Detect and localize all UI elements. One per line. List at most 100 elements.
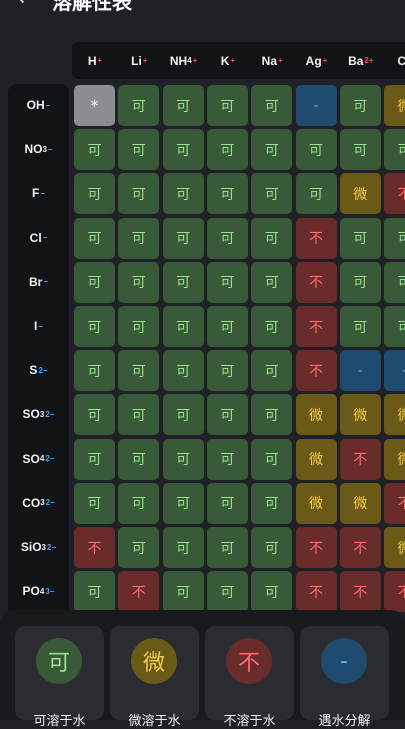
solubility-cell[interactable]: 可 (206, 482, 248, 524)
solubility-cell[interactable]: 可 (206, 306, 248, 347)
solubility-cell[interactable]: 可 (251, 350, 293, 392)
legend-card[interactable]: 微微溶于水 (110, 626, 199, 729)
solubility-cell[interactable]: 可 (384, 261, 405, 303)
solubility-cell[interactable]: 可 (206, 350, 248, 392)
solubility-cell[interactable]: 可 (251, 173, 293, 215)
solubility-cell[interactable]: 可 (162, 527, 204, 568)
solubility-cell[interactable]: - (295, 85, 337, 126)
solubility-cell[interactable]: 可 (162, 261, 204, 303)
solubility-cell[interactable]: 不 (295, 350, 337, 392)
solubility-cell[interactable]: 不 (339, 571, 381, 613)
anion-header-s[interactable]: S 2− (29, 363, 48, 378)
solubility-cell[interactable]: 可 (339, 306, 381, 347)
solubility-cell[interactable]: 可 (74, 217, 115, 259)
solubility-cell[interactable]: 微 (384, 438, 405, 480)
solubility-cell[interactable]: 可 (339, 217, 381, 259)
solubility-cell[interactable]: 可 (74, 438, 115, 480)
cation-header-na[interactable]: Na + (261, 53, 283, 68)
solubility-cell[interactable]: 可 (295, 129, 337, 171)
solubility-cell[interactable]: 可 (251, 217, 293, 259)
arrow-left-icon[interactable]: ← (18, 0, 35, 10)
solubility-cell[interactable]: 不 (295, 527, 337, 568)
solubility-cell[interactable]: 可 (162, 217, 204, 259)
cation-header-h[interactable]: H + (87, 53, 103, 68)
anion-header-i[interactable]: I − (33, 319, 43, 333)
solubility-cell[interactable]: 可 (162, 85, 204, 126)
solubility-cell[interactable]: 可 (118, 261, 160, 303)
solubility-cell[interactable]: 可 (118, 217, 160, 259)
solubility-cell[interactable]: 微 (295, 394, 337, 436)
solubility-cell[interactable]: 可 (162, 173, 204, 215)
solubility-cell[interactable]: 可 (339, 261, 381, 303)
solubility-cell[interactable]: 可 (206, 217, 248, 259)
solubility-cell[interactable]: 可 (251, 571, 293, 613)
solubility-cell[interactable]: 不 (384, 482, 405, 524)
solubility-cell[interactable]: 可 (74, 129, 115, 171)
anion-header-co3[interactable]: CO 3 2− (22, 495, 55, 510)
cation-header-ca[interactable]: Ca (397, 53, 405, 68)
solubility-cell[interactable]: 可 (162, 129, 204, 171)
solubility-cell[interactable]: 可 (74, 482, 115, 524)
cation-header-ba[interactable]: Ba 2+ (348, 53, 374, 68)
solubility-cell[interactable]: 可 (118, 129, 160, 171)
solubility-cell[interactable]: 可 (206, 85, 248, 126)
solubility-cell[interactable]: 可 (295, 173, 337, 215)
solubility-cell[interactable]: 可 (118, 306, 160, 347)
solubility-cell[interactable]: 微 (295, 482, 337, 524)
anion-header-no3[interactable]: NO 3− (24, 142, 53, 157)
solubility-cell[interactable]: 不 (339, 438, 381, 480)
anion-header-br[interactable]: Br − (28, 274, 48, 289)
anion-header-oh[interactable]: OH − (26, 98, 51, 112)
solubility-cell[interactable]: 可 (118, 438, 160, 480)
solubility-cell[interactable]: 可 (384, 129, 405, 171)
solubility-cell[interactable]: 可 (74, 261, 115, 303)
solubility-cell[interactable]: 可 (74, 571, 115, 613)
solubility-cell[interactable]: 可 (118, 85, 160, 126)
solubility-cell[interactable]: 可 (206, 394, 248, 436)
cation-header-ag[interactable]: Ag + (305, 53, 328, 68)
anion-header-sio3[interactable]: SiO 3 2− (20, 540, 57, 554)
solubility-cell[interactable]: * (74, 85, 115, 126)
solubility-cell[interactable]: 不 (295, 571, 337, 613)
solubility-cell[interactable]: 可 (206, 527, 248, 568)
solubility-cell[interactable]: 可 (206, 571, 248, 613)
solubility-cell[interactable]: 不 (339, 527, 381, 568)
solubility-cell[interactable]: 可 (339, 129, 381, 171)
solubility-cell[interactable]: 可 (339, 85, 381, 126)
solubility-cell[interactable]: 可 (384, 306, 405, 347)
solubility-cell[interactable]: 微 (339, 394, 381, 436)
solubility-cell[interactable]: 可 (251, 85, 293, 126)
solubility-cell[interactable]: 微 (384, 394, 405, 436)
cation-header-nh4[interactable]: NH 4 + (169, 53, 198, 68)
solubility-cell[interactable]: 可 (206, 129, 248, 171)
solubility-cell[interactable]: 可 (74, 306, 115, 347)
solubility-cell[interactable]: 微 (384, 85, 405, 126)
solubility-cell[interactable]: 可 (162, 394, 204, 436)
solubility-cell[interactable]: 可 (251, 394, 293, 436)
anion-header-so4[interactable]: SO 4 2− (22, 451, 55, 466)
solubility-cell[interactable]: 可 (118, 350, 160, 392)
solubility-cell[interactable]: 可 (251, 482, 293, 524)
solubility-cell[interactable]: 可 (206, 173, 248, 215)
legend-card[interactable]: 可可溶于水 (15, 626, 104, 729)
solubility-cell[interactable]: 可 (251, 261, 293, 303)
solubility-cell[interactable]: 可 (162, 571, 204, 613)
legend-card[interactable]: - 遇水分解 (300, 626, 389, 729)
anion-header-f[interactable]: F − (31, 186, 45, 201)
solubility-cell[interactable]: 可 (251, 438, 293, 480)
solubility-cell[interactable]: 微 (339, 173, 381, 215)
solubility-cell[interactable]: 可 (162, 438, 204, 480)
solubility-cell[interactable]: 可 (206, 438, 248, 480)
solubility-cell[interactable]: 可 (251, 527, 293, 568)
solubility-cell[interactable]: 可 (74, 350, 115, 392)
solubility-cell[interactable]: - (384, 350, 405, 392)
solubility-cell[interactable]: 可 (251, 306, 293, 347)
solubility-cell[interactable]: 可 (118, 394, 160, 436)
solubility-cell[interactable]: 微 (384, 527, 405, 568)
solubility-cell[interactable]: 不 (295, 217, 337, 259)
anion-header-so3[interactable]: SO 3 2− (22, 407, 55, 422)
solubility-cell[interactable]: 可 (251, 129, 293, 171)
solubility-cell[interactable]: 不 (384, 571, 405, 613)
solubility-cell[interactable]: 可 (162, 350, 204, 392)
solubility-cell[interactable]: 不 (295, 306, 337, 347)
